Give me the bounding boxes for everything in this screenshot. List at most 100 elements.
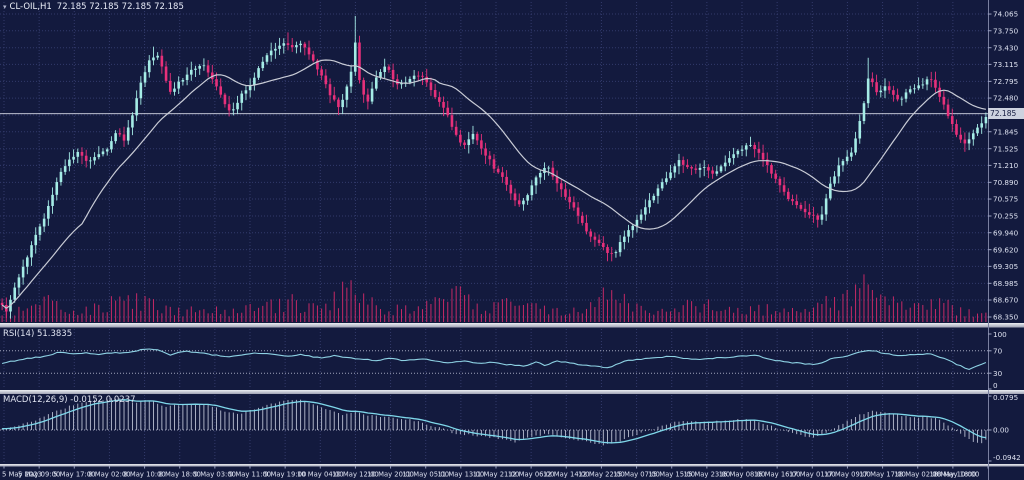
candle-body [463, 142, 466, 146]
candle-body [686, 164, 689, 168]
candle-body [110, 141, 113, 150]
candle-body [824, 198, 828, 215]
candle-body [900, 98, 904, 100]
candle-body [421, 75, 424, 77]
candle-body [332, 95, 336, 100]
rsi-tick-label: 70 [993, 346, 1003, 355]
candle-body [665, 178, 668, 183]
chart-title: ▾ CL-OIL,H1 72.185 72.185 72.185 72.185 [3, 2, 184, 12]
candle-body [576, 207, 580, 216]
candle-body [568, 196, 571, 203]
price-tick-label: 70.255 [993, 212, 1018, 221]
candle-body [534, 177, 538, 186]
candle-body [639, 214, 643, 220]
candle-body [551, 167, 555, 177]
candle-body [349, 71, 353, 87]
time-axis-label: 10 May 20:00 [367, 471, 414, 479]
candle-body [387, 66, 391, 70]
chart-menu-icon[interactable]: ▾ [3, 3, 7, 11]
candle-body [59, 171, 63, 183]
rsi-line [1, 348, 987, 370]
candle-body [63, 166, 67, 172]
candle-body [295, 45, 298, 48]
candle-body [278, 45, 281, 49]
candle-body [812, 214, 815, 216]
candle-body [513, 193, 517, 201]
candle-body [307, 47, 311, 55]
candle-body [412, 75, 416, 79]
candle-body [749, 144, 752, 146]
price-tick-label: 73.750 [993, 26, 1019, 35]
candle-body [606, 247, 609, 253]
candle-body [854, 138, 857, 153]
rsi-tick-label: 100 [993, 330, 1007, 339]
time-axis-label: 18 May 10:00 [930, 471, 977, 479]
time-axis-label: 16 May 16:00 [754, 471, 801, 479]
time-axis-label: 18 May 02:00 [894, 471, 941, 479]
candle-body [433, 90, 437, 98]
candle-body [896, 94, 899, 100]
macd-tick-label: 0.00 [993, 426, 1009, 435]
rsi-tick-label: 30 [993, 369, 1003, 378]
time-axis-label: 16 May 08:00 [719, 471, 766, 479]
candle-body [660, 182, 664, 189]
panel-separator[interactable] [0, 464, 1024, 467]
candle-body [97, 154, 101, 158]
price-tick-label: 74.065 [993, 10, 1018, 19]
price-tick-label: 70.890 [993, 178, 1019, 187]
candle-body [732, 154, 735, 159]
candle-body [55, 182, 59, 195]
candle-body [358, 42, 361, 81]
candle-body [644, 207, 647, 215]
candle-body [311, 54, 315, 61]
candle-body [114, 133, 117, 142]
candle-body [21, 266, 25, 278]
candle-body [904, 92, 908, 99]
time-axis-label: 15 May 15:00 [648, 471, 695, 479]
candle-body [139, 82, 143, 99]
candle-body [757, 149, 761, 153]
candle-body [770, 165, 773, 174]
panel-separator[interactable] [0, 323, 1024, 328]
current-price-badge: 72.185 [988, 108, 1024, 119]
candle-body [627, 230, 630, 237]
candle-body [593, 236, 597, 240]
candle-body [135, 98, 138, 116]
candle-body [118, 133, 122, 135]
panel-separator[interactable] [0, 390, 1024, 394]
candle-body [425, 76, 429, 83]
candle-body [408, 78, 412, 83]
candles-layer[interactable] [0, 15, 988, 319]
candle-body [677, 160, 681, 167]
price-axis[interactable]: 74.065 73.750 73.430 73.115 72.795 72.480 71.8… [988, 0, 1021, 480]
candle-body [236, 102, 239, 110]
time-axis-label: 8 May 18:00 [159, 471, 201, 479]
price-tick-label: 73.115 [993, 60, 1018, 69]
candle-body [492, 159, 496, 169]
candle-body [480, 140, 483, 149]
candle-body [17, 277, 21, 288]
candle-body [177, 81, 180, 89]
candle-body [669, 172, 672, 179]
candle-body [887, 86, 891, 91]
candle-body [929, 79, 933, 81]
candle-body [253, 77, 256, 86]
candle-body [799, 205, 803, 209]
candle-body [694, 168, 698, 170]
candle-body [715, 171, 719, 174]
candle-body [681, 160, 685, 165]
candle-body [484, 148, 487, 156]
candle-body [976, 127, 979, 134]
candle-body [740, 149, 744, 151]
candle-body [702, 167, 706, 168]
candle-body [803, 208, 807, 213]
candle-body [320, 69, 323, 76]
candle-body [774, 173, 777, 179]
candle-body [80, 151, 84, 156]
candle-body [505, 176, 508, 185]
candle-body [753, 144, 756, 150]
candle-body [934, 79, 937, 88]
candle-body [690, 167, 693, 169]
candle-body [883, 86, 887, 91]
